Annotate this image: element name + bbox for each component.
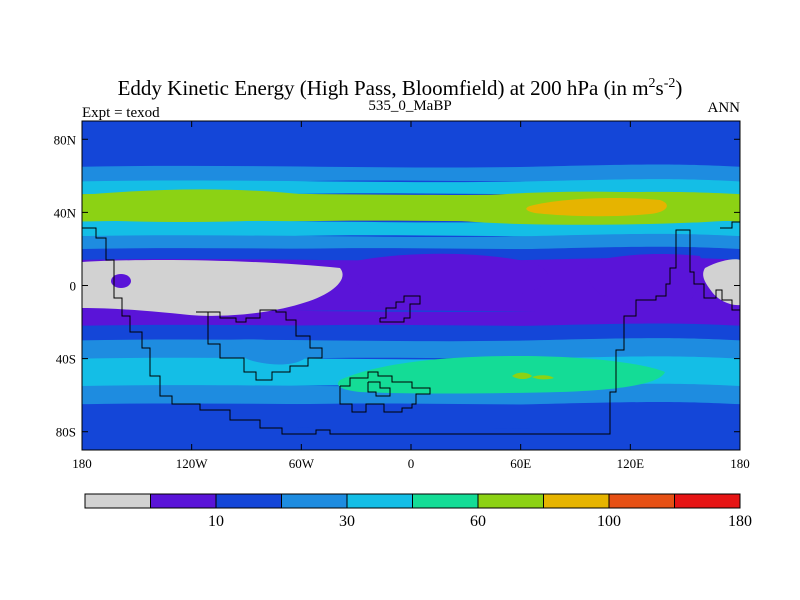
coastline-east-edge: [720, 221, 740, 229]
colorbar-bin: [215, 493, 282, 509]
colorbar-label: 10: [208, 513, 224, 530]
title-sup-2: -2: [664, 76, 676, 91]
contour-band: [82, 246, 740, 263]
coastline-south-america: [82, 227, 740, 435]
x-axis: 180 120W 60W 0 60E 120E 180: [72, 121, 750, 471]
contour-band: [82, 164, 740, 184]
x-tick-label: 120W: [176, 456, 209, 471]
colorbar-bin: [150, 493, 217, 509]
colorbar-bin: [412, 493, 479, 509]
colorbar: 10 30 60 100 180: [84, 493, 752, 530]
contour-tropics-indian-purple: [587, 254, 702, 302]
contour-tropics-atlantic-purple: [349, 253, 549, 300]
y-tick-label: 40N: [54, 205, 77, 220]
colorbar-label: 30: [339, 513, 355, 530]
contour-band: [82, 233, 740, 252]
colorbar-bin: [477, 493, 544, 509]
title-main: Eddy Kinetic Energy (High Pass, Bloomfie…: [118, 76, 649, 100]
title-close: ): [675, 76, 682, 100]
colorbar-label: 180: [728, 513, 752, 530]
y-axis: 80N 40N 0 40S 80S: [54, 132, 740, 440]
chart-title: Eddy Kinetic Energy (High Pass, Bloomfie…: [118, 76, 683, 100]
colorbar-label: 100: [597, 513, 621, 530]
colorbar-bin: [608, 493, 675, 509]
colorbar-bin: [84, 493, 151, 509]
contour-tropics-pacific-east: [703, 259, 740, 306]
contour-nh-jet-core-west: [82, 189, 339, 222]
x-tick-label: 180: [730, 456, 750, 471]
colorbar-bin: [346, 493, 413, 509]
contour-features: [82, 189, 740, 394]
subtitle-right: ANN: [708, 100, 741, 116]
colorbar-label: 60: [470, 513, 486, 530]
contour-band: [82, 323, 740, 343]
contour-sh-darker-zone: [230, 339, 310, 365]
contour-band: [82, 121, 740, 169]
title-s: s: [656, 76, 664, 100]
contour-band: [82, 425, 740, 450]
y-tick-label: 0: [70, 279, 77, 294]
contour-sh-jet-core: [338, 356, 665, 394]
contour-nh-jet-max: [526, 198, 667, 217]
x-tick-label: 0: [408, 456, 415, 471]
contour-purple-spot: [111, 274, 131, 288]
contour-band: [82, 402, 740, 431]
coastlines: [82, 221, 740, 435]
y-tick-label: 80N: [54, 132, 77, 147]
map-plot-area: [82, 121, 740, 450]
colorbar-bin: [674, 493, 741, 509]
colorbar-bin: [281, 493, 348, 509]
contour-tropics-pacific-west: [82, 260, 343, 316]
x-tick-label: 60W: [289, 456, 315, 471]
y-tick-label: 80S: [56, 425, 76, 440]
x-tick-label: 180: [72, 456, 92, 471]
coastline-indian-ocean-south: [379, 295, 421, 323]
colorbar-bin: [543, 493, 610, 509]
x-tick-label: 60E: [510, 456, 531, 471]
contour-sh-jet-max: [512, 372, 554, 380]
title-sup-1: 2: [649, 76, 656, 91]
subtitle-left: Expt = texod: [82, 105, 160, 121]
coastline-africa: [196, 309, 323, 381]
coastline-australia-inner: [367, 381, 391, 397]
x-tick-label: 120E: [617, 456, 645, 471]
y-tick-label: 40S: [56, 352, 76, 367]
coastline-australia: [339, 371, 431, 413]
subtitle-center: 535_0_MaBP: [368, 98, 451, 114]
